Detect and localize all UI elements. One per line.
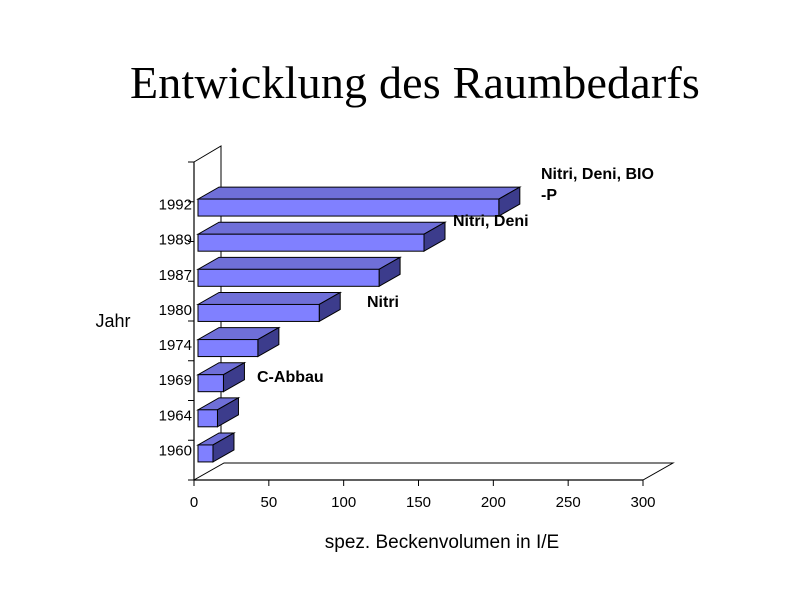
annotation-label: C-Abbau bbox=[257, 369, 324, 386]
y-tick-label: 1960 bbox=[159, 442, 192, 459]
x-tick-label: 300 bbox=[630, 494, 655, 511]
y-tick-label: 1992 bbox=[159, 197, 192, 214]
bar-top-face bbox=[196, 256, 402, 270]
x-tick-label: 150 bbox=[406, 494, 431, 511]
x-tick-label: 100 bbox=[331, 494, 356, 511]
x-tick-label: 0 bbox=[190, 494, 198, 511]
floor bbox=[192, 462, 675, 481]
x-tick-label: 250 bbox=[556, 494, 581, 511]
bar-top-face bbox=[196, 186, 522, 200]
y-axis-title: Jahr bbox=[95, 311, 130, 331]
y-tick-label: 1980 bbox=[159, 302, 192, 319]
bar-1980 bbox=[197, 303, 320, 322]
bar-1974 bbox=[197, 339, 259, 358]
axes bbox=[188, 145, 675, 486]
bar-top-face bbox=[196, 291, 343, 305]
y-tick-label: 1989 bbox=[159, 232, 192, 249]
labels: 0 50 100 150 200 250 300 spez. Beckenvolumen in… bbox=[95, 166, 655, 553]
y-tick-label: 1974 bbox=[159, 337, 192, 354]
bar-1987 bbox=[197, 268, 380, 287]
annotation-label: Nitri, Deni, BIO bbox=[541, 166, 654, 183]
bar-top-face bbox=[196, 221, 447, 235]
x-tick-label: 50 bbox=[260, 494, 277, 511]
annotation-label: Nitri, Deni bbox=[453, 213, 529, 230]
x-axis-title: spez. Beckenvolumen in I/E bbox=[325, 532, 559, 553]
bar-1960 bbox=[197, 444, 214, 463]
annotation-label: Nitri bbox=[367, 294, 399, 311]
bar-1964 bbox=[197, 409, 218, 428]
bar-1969 bbox=[197, 374, 224, 393]
bars bbox=[196, 186, 522, 463]
annotation-label: -P bbox=[541, 187, 557, 204]
chart-title: Entwicklung des Raumbedarfs bbox=[129, 57, 701, 108]
bar-1992 bbox=[197, 198, 500, 217]
x-tick-label: 200 bbox=[481, 494, 506, 511]
y-tick-label: 1964 bbox=[159, 407, 192, 424]
y-tick-label: 1969 bbox=[159, 372, 192, 389]
bar-1989 bbox=[197, 233, 425, 252]
y-tick-label: 1987 bbox=[159, 267, 192, 284]
